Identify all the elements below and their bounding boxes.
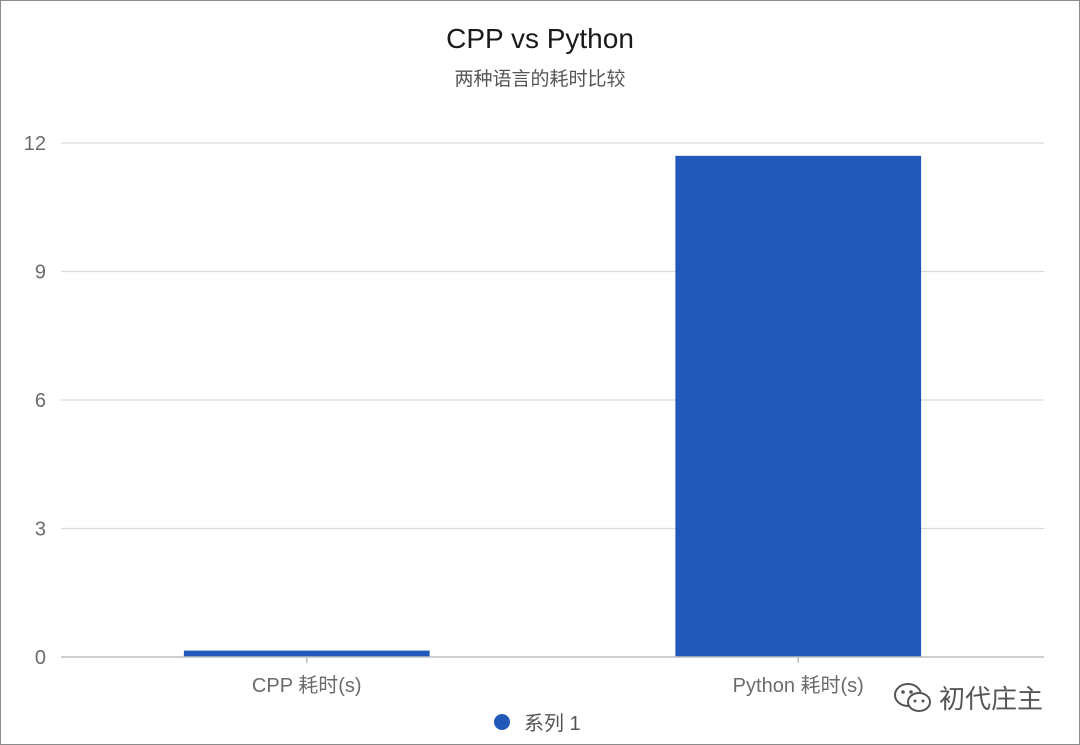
y-tick-label: 9 (35, 262, 46, 284)
legend[interactable]: 系列 1 (494, 707, 581, 736)
y-tick-label: 6 (35, 390, 46, 412)
y-tick-label: 0 (35, 647, 46, 669)
bar[interactable] (183, 650, 430, 657)
wechat-icon (894, 682, 931, 712)
watermark-text: 初代庄主 (939, 684, 1044, 714)
y-axis-ticks: 0 3 6 9 12 (24, 133, 46, 669)
y-tick-label: 12 (24, 133, 46, 155)
x-tick-label: CPP 耗时(s) (252, 674, 362, 697)
x-axis-ticks: CPP 耗时(s) Python 耗时(s) (252, 657, 864, 697)
y-tick-label: 3 (35, 519, 46, 541)
bars (183, 155, 922, 657)
chart-title: CPP vs Python (446, 23, 634, 54)
legend-label: 系列 1 (524, 713, 581, 735)
x-tick-label: Python 耗时(s) (733, 674, 864, 697)
bar[interactable] (675, 155, 922, 657)
legend-swatch (494, 713, 510, 730)
chart-subtitle: 两种语言的耗时比较 (454, 69, 626, 90)
watermark: 初代庄主 (893, 679, 1043, 716)
